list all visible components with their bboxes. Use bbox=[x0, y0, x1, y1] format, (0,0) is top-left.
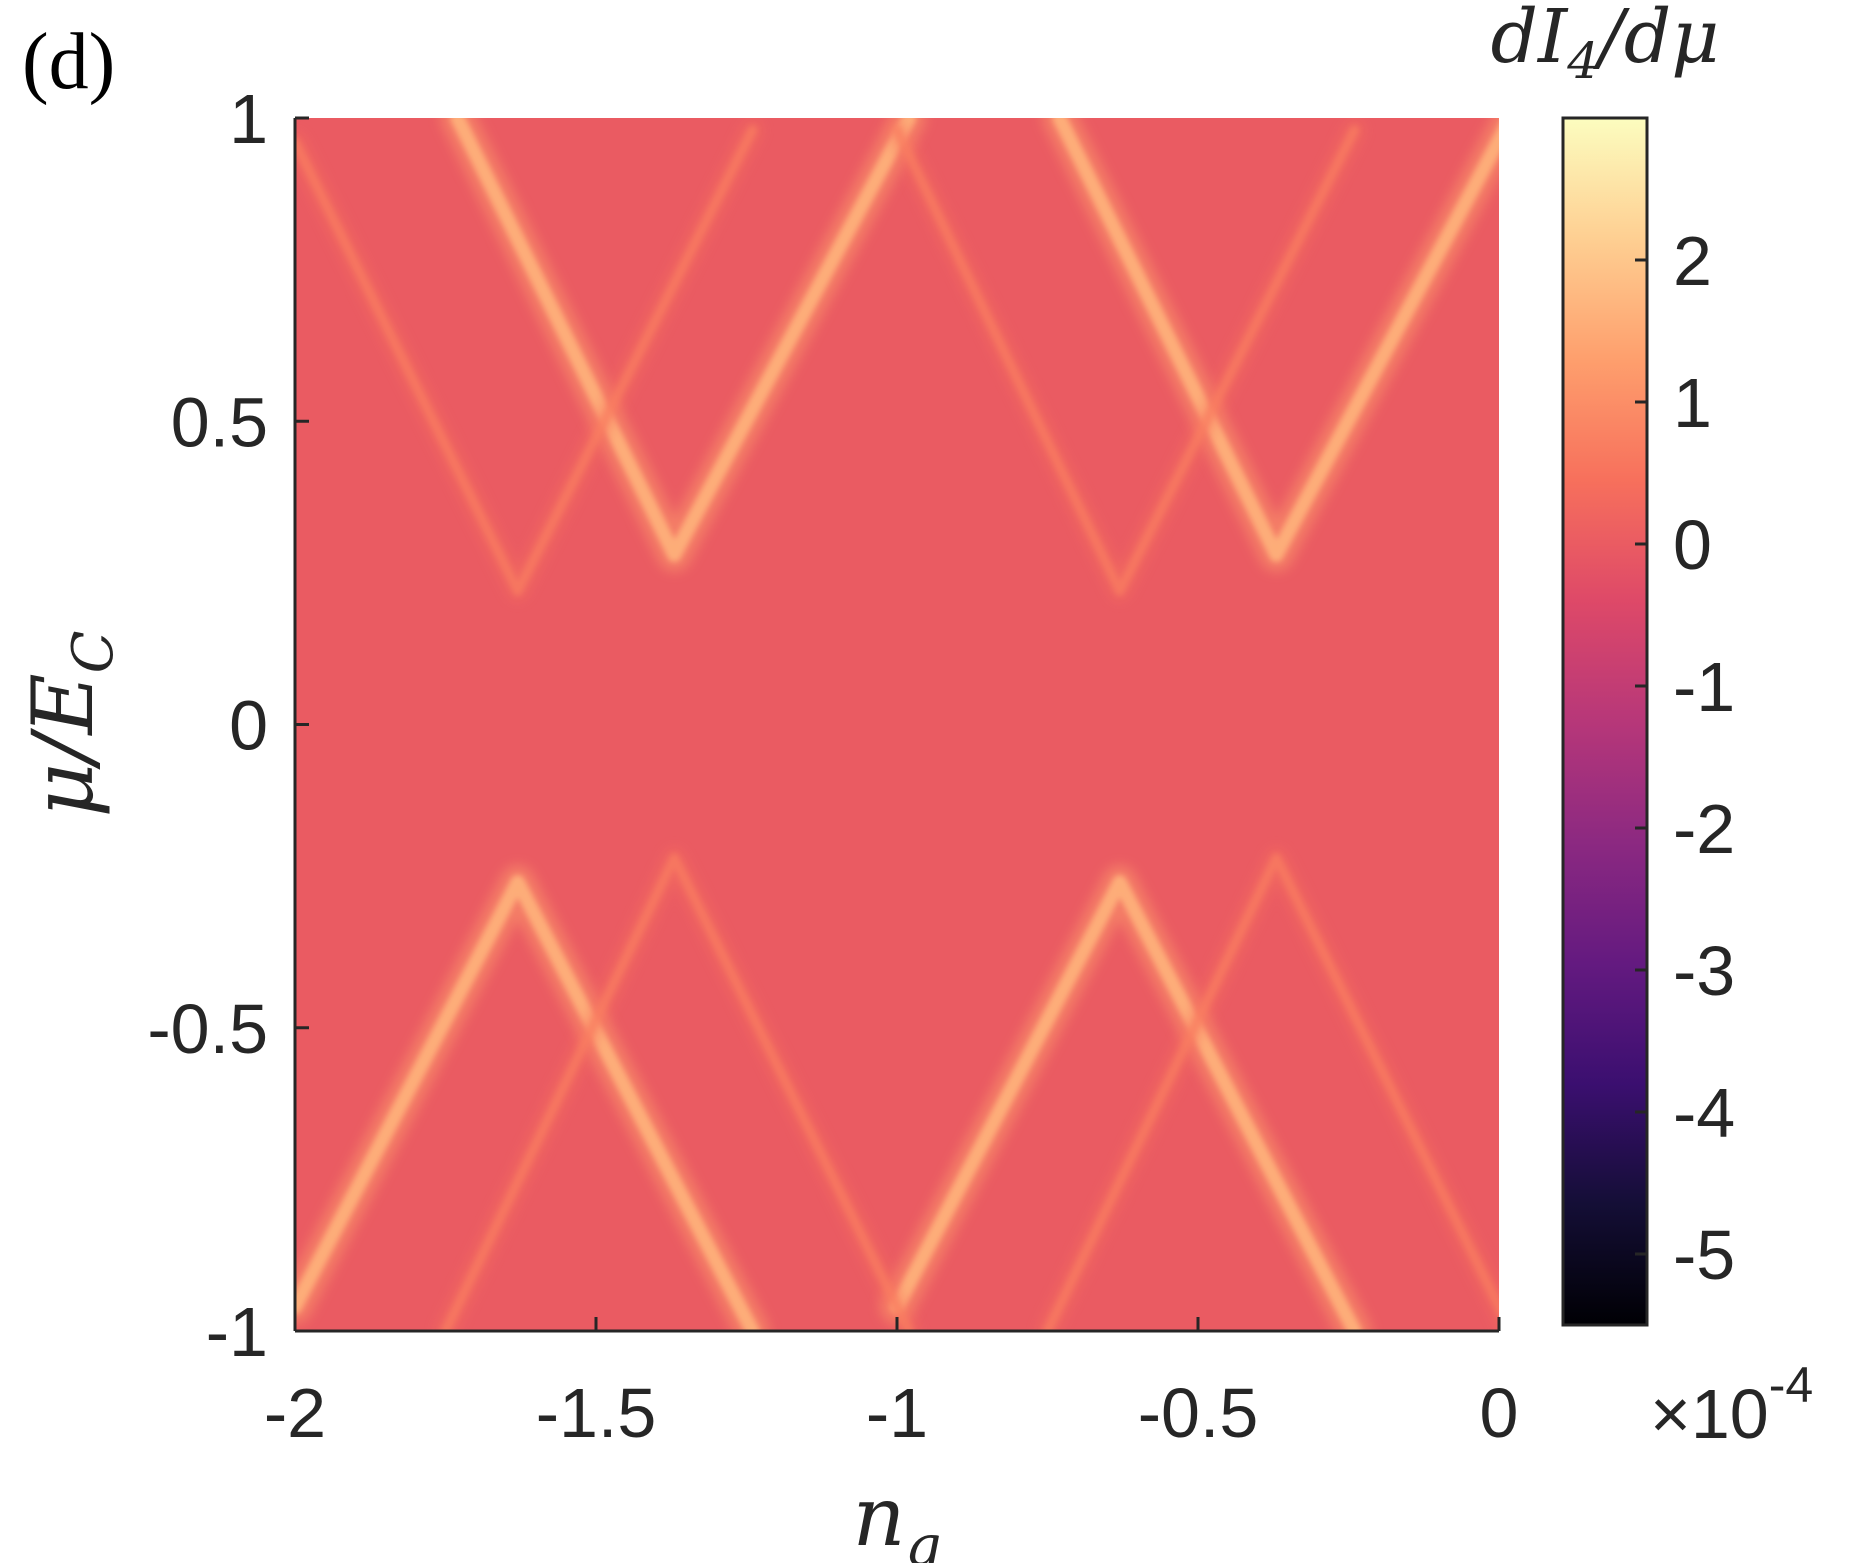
heatmap-ridge-lower-Lambda-faint-1 bbox=[441, 853, 914, 1331]
colorbar-tick-label: 1 bbox=[1673, 364, 1712, 442]
colorbar bbox=[1561, 116, 1649, 1327]
heatmap-ridge-lower-Lambda-faint-2 bbox=[1043, 853, 1499, 1331]
heatmap-ridge-lower-Lambda-2 bbox=[890, 875, 1362, 1331]
x-tick-label: 0 bbox=[1480, 1374, 1519, 1452]
heatmap-ridge-upper-V-faint-1 bbox=[295, 125, 757, 596]
x-tick-label: -1.5 bbox=[536, 1374, 657, 1452]
x-axis-ticks: -2 -1.5 -1 -0.5 0 bbox=[264, 1317, 1519, 1452]
y-tick-label: 0 bbox=[229, 687, 268, 765]
y-axis-label-sub: C bbox=[61, 630, 126, 673]
colorbar-title: dI4/dμ bbox=[1491, 0, 1720, 90]
heatmap-ridge-upper-V-2 bbox=[1052, 118, 1499, 562]
x-tick-label: -1 bbox=[866, 1374, 928, 1452]
colorbar-title-part-3: /dμ bbox=[1593, 0, 1719, 80]
colorbar-title-part-2: 4 bbox=[1566, 32, 1599, 90]
colorbar-exponent: ×10-4 bbox=[1650, 1357, 1813, 1453]
y-tick-label: -1 bbox=[206, 1293, 268, 1371]
colorbar-exponent-base: ×10 bbox=[1650, 1375, 1769, 1453]
colorbar-tick-label: -5 bbox=[1673, 1216, 1735, 1294]
y-axis-label-main: μ/E bbox=[14, 673, 112, 817]
colorbar-title-part-1: dI bbox=[1491, 0, 1569, 80]
y-axis-ticks: -1 -0.5 0 0.5 1 bbox=[147, 80, 309, 1371]
panel-label: (d) bbox=[22, 18, 115, 106]
heatmap-features bbox=[295, 118, 1499, 1331]
colorbar-tick-label: 0 bbox=[1673, 506, 1712, 584]
x-axis-label: ng bbox=[853, 1470, 942, 1563]
heatmap-ridge-upper-V-faint-2 bbox=[892, 125, 1359, 596]
heatmap-ridge-lower-Lambda-1 bbox=[295, 875, 760, 1331]
heatmap-background bbox=[295, 118, 1499, 1331]
y-tick-label: -0.5 bbox=[147, 990, 268, 1068]
heatmap-plot-area bbox=[295, 118, 1499, 1331]
colorbar-tick-label: 2 bbox=[1673, 222, 1712, 300]
y-tick-label: 1 bbox=[229, 80, 268, 158]
x-axis-label-sub: g bbox=[905, 1514, 941, 1563]
colorbar-tick-label: -1 bbox=[1673, 648, 1735, 726]
x-tick-label: -0.5 bbox=[1138, 1374, 1259, 1452]
x-axis-label-main: n bbox=[853, 1470, 906, 1563]
colorbar-exponent-power: -4 bbox=[1769, 1357, 1813, 1413]
colorbar-tick-label: -2 bbox=[1673, 790, 1735, 868]
colorbar-tick-label: -3 bbox=[1673, 932, 1735, 1010]
y-tick-label: 0.5 bbox=[171, 383, 268, 461]
y-axis-label: μ/EC bbox=[14, 630, 126, 817]
colorbar-ticks: -5 -4 -3 -2 -1 0 1 2 bbox=[1635, 222, 1735, 1294]
heatmap-ridge-upper-V-1 bbox=[450, 118, 916, 562]
x-tick-label: -2 bbox=[264, 1374, 326, 1452]
colorbar-tick-label: -4 bbox=[1673, 1074, 1735, 1152]
